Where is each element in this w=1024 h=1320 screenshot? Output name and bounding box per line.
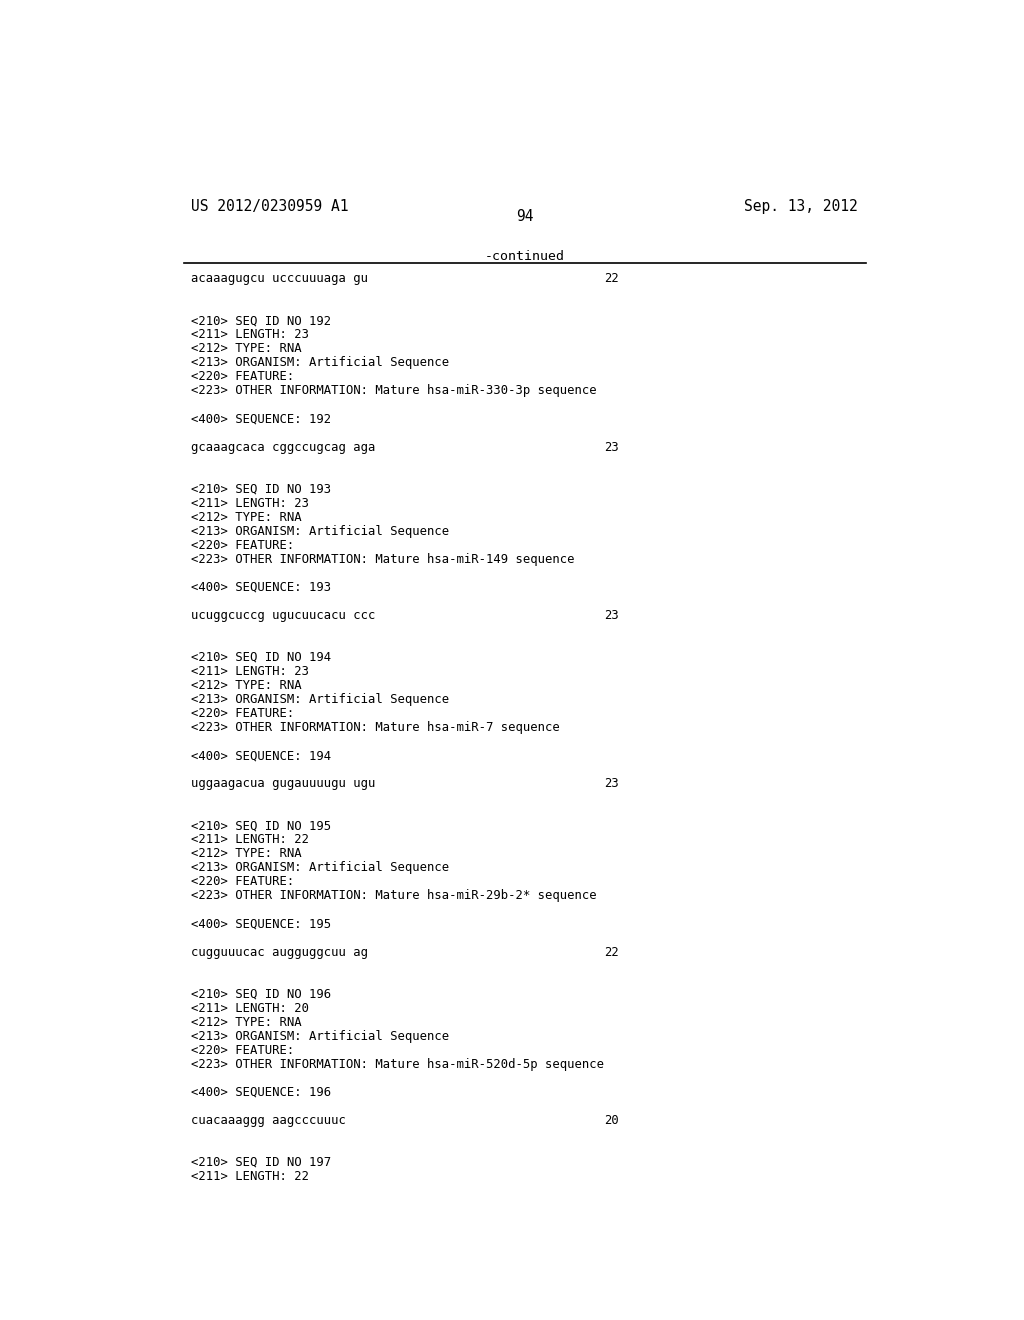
- Text: <400> SEQUENCE: 195: <400> SEQUENCE: 195: [191, 917, 332, 931]
- Text: <220> FEATURE:: <220> FEATURE:: [191, 1044, 295, 1057]
- Text: <223> OTHER INFORMATION: Mature hsa-miR-7 sequence: <223> OTHER INFORMATION: Mature hsa-miR-…: [191, 721, 560, 734]
- Text: <212> TYPE: RNA: <212> TYPE: RNA: [191, 678, 302, 692]
- Text: 94: 94: [516, 210, 534, 224]
- Text: <211> LENGTH: 23: <211> LENGTH: 23: [191, 496, 309, 510]
- Text: cugguuucac augguggcuu ag: cugguuucac augguggcuu ag: [191, 945, 369, 958]
- Text: <213> ORGANISM: Artificial Sequence: <213> ORGANISM: Artificial Sequence: [191, 862, 450, 874]
- Text: -continued: -continued: [484, 249, 565, 263]
- Text: <400> SEQUENCE: 193: <400> SEQUENCE: 193: [191, 581, 332, 594]
- Text: <223> OTHER INFORMATION: Mature hsa-miR-149 sequence: <223> OTHER INFORMATION: Mature hsa-miR-…: [191, 553, 575, 566]
- Text: <210> SEQ ID NO 195: <210> SEQ ID NO 195: [191, 820, 332, 833]
- Text: <211> LENGTH: 23: <211> LENGTH: 23: [191, 329, 309, 342]
- Text: <400> SEQUENCE: 192: <400> SEQUENCE: 192: [191, 412, 332, 425]
- Text: 23: 23: [604, 777, 618, 791]
- Text: <223> OTHER INFORMATION: Mature hsa-miR-29b-2* sequence: <223> OTHER INFORMATION: Mature hsa-miR-…: [191, 890, 597, 903]
- Text: ucuggcuccg ugucuucacu ccc: ucuggcuccg ugucuucacu ccc: [191, 609, 376, 622]
- Text: <210> SEQ ID NO 192: <210> SEQ ID NO 192: [191, 314, 332, 327]
- Text: <220> FEATURE:: <220> FEATURE:: [191, 371, 295, 383]
- Text: <211> LENGTH: 20: <211> LENGTH: 20: [191, 1002, 309, 1015]
- Text: 23: 23: [604, 609, 618, 622]
- Text: US 2012/0230959 A1: US 2012/0230959 A1: [191, 199, 349, 214]
- Text: <212> TYPE: RNA: <212> TYPE: RNA: [191, 1015, 302, 1028]
- Text: <210> SEQ ID NO 193: <210> SEQ ID NO 193: [191, 483, 332, 495]
- Text: 22: 22: [604, 945, 618, 958]
- Text: <210> SEQ ID NO 197: <210> SEQ ID NO 197: [191, 1156, 332, 1170]
- Text: 22: 22: [604, 272, 618, 285]
- Text: <211> LENGTH: 22: <211> LENGTH: 22: [191, 1170, 309, 1183]
- Text: <220> FEATURE:: <220> FEATURE:: [191, 539, 295, 552]
- Text: <210> SEQ ID NO 196: <210> SEQ ID NO 196: [191, 987, 332, 1001]
- Text: gcaaagcaca cggccugcag aga: gcaaagcaca cggccugcag aga: [191, 441, 376, 454]
- Text: <210> SEQ ID NO 194: <210> SEQ ID NO 194: [191, 651, 332, 664]
- Text: <220> FEATURE:: <220> FEATURE:: [191, 708, 295, 719]
- Text: cuacaaaggg aagcccuuuc: cuacaaaggg aagcccuuuc: [191, 1114, 346, 1127]
- Text: <223> OTHER INFORMATION: Mature hsa-miR-520d-5p sequence: <223> OTHER INFORMATION: Mature hsa-miR-…: [191, 1057, 604, 1071]
- Text: <213> ORGANISM: Artificial Sequence: <213> ORGANISM: Artificial Sequence: [191, 1030, 450, 1043]
- Text: <213> ORGANISM: Artificial Sequence: <213> ORGANISM: Artificial Sequence: [191, 693, 450, 706]
- Text: 20: 20: [604, 1114, 618, 1127]
- Text: Sep. 13, 2012: Sep. 13, 2012: [744, 199, 858, 214]
- Text: <211> LENGTH: 23: <211> LENGTH: 23: [191, 665, 309, 678]
- Text: <213> ORGANISM: Artificial Sequence: <213> ORGANISM: Artificial Sequence: [191, 356, 450, 370]
- Text: <220> FEATURE:: <220> FEATURE:: [191, 875, 295, 888]
- Text: <212> TYPE: RNA: <212> TYPE: RNA: [191, 342, 302, 355]
- Text: acaaagugcu ucccuuuaga gu: acaaagugcu ucccuuuaga gu: [191, 272, 369, 285]
- Text: <400> SEQUENCE: 196: <400> SEQUENCE: 196: [191, 1086, 332, 1098]
- Text: <223> OTHER INFORMATION: Mature hsa-miR-330-3p sequence: <223> OTHER INFORMATION: Mature hsa-miR-…: [191, 384, 597, 397]
- Text: 23: 23: [604, 441, 618, 454]
- Text: <211> LENGTH: 22: <211> LENGTH: 22: [191, 833, 309, 846]
- Text: <213> ORGANISM: Artificial Sequence: <213> ORGANISM: Artificial Sequence: [191, 525, 450, 537]
- Text: <400> SEQUENCE: 194: <400> SEQUENCE: 194: [191, 750, 332, 762]
- Text: uggaagacua gugauuuugu ugu: uggaagacua gugauuuugu ugu: [191, 777, 376, 791]
- Text: <212> TYPE: RNA: <212> TYPE: RNA: [191, 511, 302, 524]
- Text: <212> TYPE: RNA: <212> TYPE: RNA: [191, 847, 302, 861]
